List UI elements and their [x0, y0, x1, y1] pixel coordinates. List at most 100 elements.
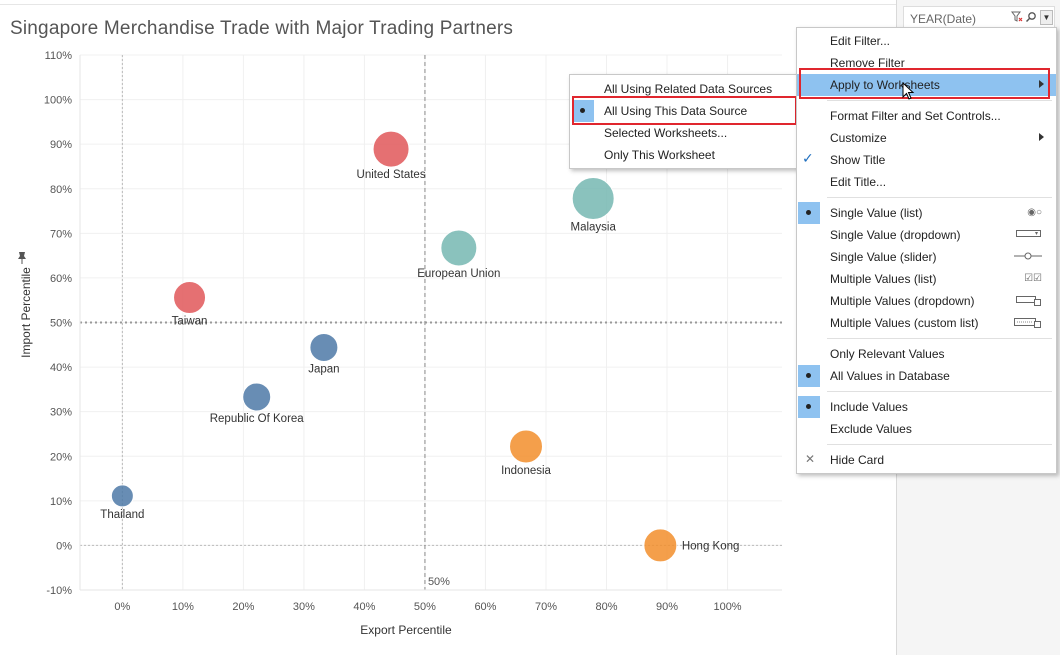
slider-control-icon: [1014, 251, 1042, 264]
x-axis-title: Export Percentile: [360, 623, 452, 637]
menu-separator: [827, 391, 1052, 392]
data-point[interactable]: [571, 177, 615, 221]
data-point[interactable]: [509, 429, 544, 464]
y-tick-label: 90%: [50, 139, 72, 151]
x-tick-label: 40%: [353, 601, 375, 613]
custom-list-icon: [1014, 317, 1042, 332]
data-point[interactable]: [110, 484, 134, 508]
data-label: Republic Of Korea: [210, 413, 305, 425]
x-tick-label: 70%: [535, 601, 557, 613]
data-label: Indonesia: [501, 465, 551, 477]
data-label: European Union: [417, 268, 500, 280]
submenu-arrow-icon: [1039, 133, 1044, 141]
menu-item-multiple-values-dropdown[interactable]: Multiple Values (dropdown): [797, 290, 1056, 312]
y-tick-label: -10%: [46, 585, 72, 597]
y-tick-label: 70%: [50, 228, 72, 240]
annotation-box: [799, 68, 1050, 99]
menu-item-customize[interactable]: Customize: [797, 127, 1056, 149]
filter-clear-icon[interactable]: [1011, 11, 1023, 26]
checkboxes-icon: ☑☑: [1024, 273, 1042, 284]
checkmark-icon: ✓: [802, 150, 814, 166]
x-tick-label: 80%: [595, 601, 617, 613]
x-tick-label: 50%: [414, 601, 436, 613]
submenu-item-selected-worksheets[interactable]: Selected Worksheets...: [604, 126, 728, 140]
radio-dot-icon: [806, 210, 811, 215]
menu-separator: [827, 100, 1052, 101]
data-point[interactable]: [309, 332, 339, 362]
search-icon[interactable]: [1025, 11, 1037, 26]
y-tick-label: 60%: [50, 273, 72, 285]
filter-card-title: YEAR(Date): [910, 12, 977, 26]
multi-dropdown-icon: [1016, 295, 1042, 310]
menu-item-edit-title[interactable]: Edit Title...: [830, 175, 887, 189]
menu-item-apply-to-worksheets[interactable]: Apply to Worksheets: [797, 74, 1056, 96]
menu-item-single-value-list[interactable]: Single Value (list) ◉○: [797, 202, 1056, 224]
menu-item-format-filter[interactable]: Format Filter and Set Controls...: [830, 109, 1001, 123]
dropdown-control-icon: [1016, 229, 1042, 242]
scatter-chart: 50% -10% 0% 10% 20% 30% 40% 50% 60% 70% 80% 90% 100%…: [19, 50, 782, 637]
x-tick-label: 30%: [293, 601, 315, 613]
x-tick-label: 60%: [474, 601, 496, 613]
y-tick-label: 0%: [56, 540, 72, 552]
y-axis-title: Import Percentile: [19, 267, 33, 358]
chevron-down-icon[interactable]: ▼: [1040, 10, 1053, 25]
radio-dot-icon: [580, 108, 585, 113]
y-tick-label: 10%: [50, 496, 72, 508]
y-tick-label: 100%: [44, 95, 72, 107]
x-tick-label: 10%: [172, 601, 194, 613]
data-label: Malaysia: [570, 222, 616, 234]
y-tick-label: 30%: [50, 407, 72, 419]
apply-to-worksheets-submenu: All Using Related Data Sources All Using…: [569, 74, 798, 169]
x-tick-label: 100%: [713, 601, 741, 613]
data-label: Thailand: [100, 509, 144, 521]
pin-icon[interactable]: [15, 251, 29, 265]
data-label: United States: [357, 169, 426, 181]
menu-item-remove-filter[interactable]: Remove Filter: [830, 56, 905, 70]
data-point[interactable]: [440, 229, 478, 267]
filter-card-year[interactable]: YEAR(Date) ▼: [903, 6, 1055, 30]
close-icon: ✕: [805, 452, 816, 466]
data-label: Taiwan: [172, 316, 208, 328]
data-point[interactable]: [372, 130, 410, 168]
menu-item-hide-card[interactable]: ✕ Hide Card: [805, 452, 885, 467]
radio-buttons-icon: ◉○: [1027, 207, 1042, 218]
x-tick-label: 90%: [656, 601, 678, 613]
y-tick-label: 110%: [45, 50, 73, 62]
y-tick-label: 40%: [50, 362, 72, 374]
submenu-item-only-this-worksheet[interactable]: Only This Worksheet: [604, 148, 715, 162]
divider: [0, 4, 897, 5]
submenu-arrow-icon: [1039, 80, 1044, 88]
submenu-item-this-data-source[interactable]: All Using This Data Source: [570, 100, 797, 122]
data-label: Hong Kong: [682, 540, 740, 552]
data-point[interactable]: [173, 281, 207, 315]
menu-separator: [827, 197, 1052, 198]
menu-item-edit-filter[interactable]: Edit Filter...: [830, 34, 891, 48]
y-tick-label: 20%: [50, 451, 72, 463]
data-point[interactable]: [242, 382, 272, 412]
mouse-cursor-icon: [902, 81, 916, 107]
menu-item-single-value-dropdown[interactable]: Single Value (dropdown): [797, 224, 1056, 246]
filter-context-menu: Edit Filter... Remove Filter Apply to Wo…: [796, 27, 1057, 474]
annotation-box: [572, 96, 797, 125]
x-tick-label: 0%: [114, 601, 130, 613]
data-point[interactable]: [643, 528, 678, 563]
menu-item-only-relevant-values[interactable]: Only Relevant Values: [830, 347, 945, 361]
radio-dot-icon: [806, 373, 811, 378]
menu-item-multiple-values-list[interactable]: Multiple Values (list) ☑☑: [830, 272, 1042, 286]
chart-title: Singapore Merchandise Trade with Major T…: [10, 18, 514, 39]
menu-item-all-values-in-database[interactable]: All Values in Database: [797, 365, 1056, 387]
y-tick-label: 50%: [50, 318, 72, 330]
data-label: Japan: [308, 363, 339, 375]
radio-dot-icon: [806, 404, 811, 409]
menu-item-multiple-values-custom-list[interactable]: Multiple Values (custom list): [797, 312, 1056, 334]
menu-item-include-values[interactable]: Include Values: [797, 396, 1056, 418]
x-tick-label: 20%: [232, 601, 254, 613]
menu-item-exclude-values[interactable]: Exclude Values: [830, 422, 912, 436]
submenu-item-related-data-sources[interactable]: All Using Related Data Sources: [604, 82, 773, 96]
menu-item-show-title[interactable]: ✓ Show Title: [802, 150, 886, 167]
reference-line-label: 50%: [428, 576, 450, 588]
y-tick-label: 80%: [50, 184, 72, 196]
menu-separator: [827, 444, 1052, 445]
menu-separator: [827, 338, 1052, 339]
menu-item-single-value-slider[interactable]: Single Value (slider): [797, 246, 1056, 268]
